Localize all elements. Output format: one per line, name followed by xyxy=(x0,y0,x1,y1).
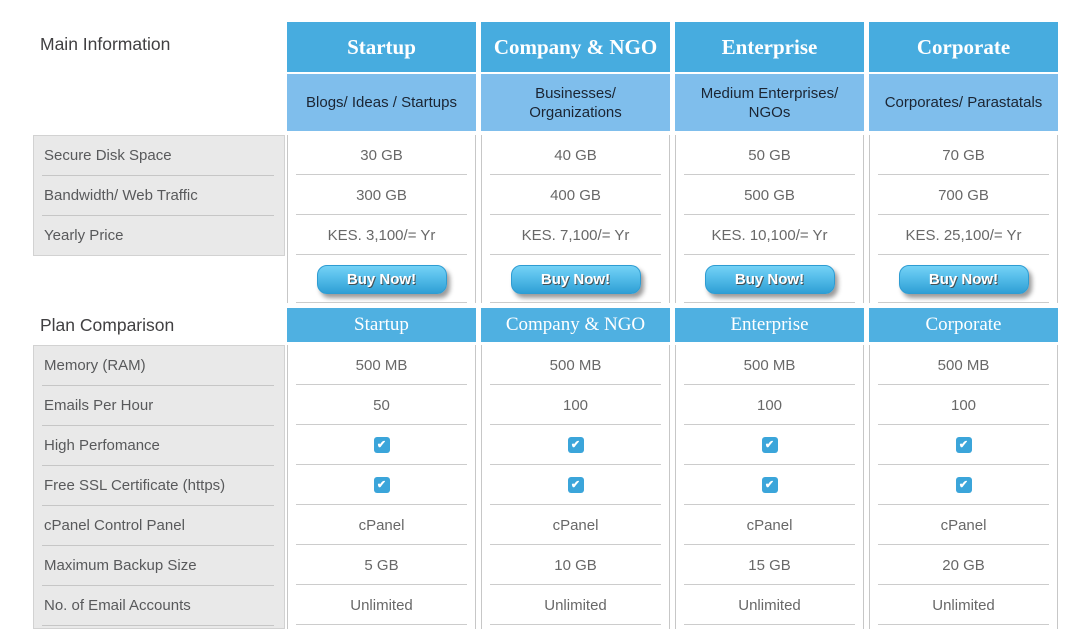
plan-header-company-ngo: Company & NGO xyxy=(481,22,670,72)
value-cell: 300 GB xyxy=(288,175,475,215)
plan-band-corporate: Corporate xyxy=(869,308,1058,342)
value-cell: 15 GB xyxy=(676,545,863,585)
value-cell: 10 GB xyxy=(482,545,669,585)
value-cell: 50 GB xyxy=(676,135,863,175)
row-label-email-accounts: No. of Email Accounts xyxy=(34,586,284,626)
value-cell: 500 MB xyxy=(482,345,669,385)
value-cell: 50 xyxy=(288,385,475,425)
value-cell xyxy=(676,465,863,505)
value-cell: 500 MB xyxy=(870,345,1057,385)
plan-comparison-values-company-ngo: 500 MB 100 cPanel 10 GB Unlimited xyxy=(481,345,670,629)
check-icon[interactable] xyxy=(373,437,390,453)
value-cell: 20 GB xyxy=(870,545,1057,585)
value-cell: 500 MB xyxy=(676,345,863,385)
value-cell: 400 GB xyxy=(482,175,669,215)
plan-band-startup: Startup xyxy=(287,308,476,342)
value-cell: Unlimited xyxy=(870,585,1057,625)
value-cell: 700 GB xyxy=(870,175,1057,215)
value-cell xyxy=(482,465,669,505)
buy-row: Buy Now! xyxy=(676,255,863,303)
value-cell: KES. 25,100/= Yr xyxy=(870,215,1057,255)
check-icon[interactable] xyxy=(761,437,778,453)
check-icon[interactable] xyxy=(567,477,584,493)
value-cell: KES. 3,100/= Yr xyxy=(288,215,475,255)
plan-audience-startup: Blogs/ Ideas / Startups xyxy=(287,74,476,131)
value-cell: 500 MB xyxy=(288,345,475,385)
buy-row: Buy Now! xyxy=(482,255,669,303)
value-cell: 70 GB xyxy=(870,135,1057,175)
value-cell: 5 GB xyxy=(288,545,475,585)
value-cell: 100 xyxy=(482,385,669,425)
check-icon[interactable] xyxy=(761,477,778,493)
value-cell: Unlimited xyxy=(482,585,669,625)
value-cell: cPanel xyxy=(288,505,475,545)
row-label-yearly-price: Yearly Price xyxy=(44,227,124,244)
plan-main-values-startup: 30 GB 300 GB KES. 3,100/= Yr Buy Now! xyxy=(287,135,476,303)
check-icon[interactable] xyxy=(955,437,972,453)
value-cell xyxy=(870,465,1057,505)
value-cell: 40 GB xyxy=(482,135,669,175)
plan-audience-corporate: Corporates/ Parastatals xyxy=(869,74,1058,131)
row-label-secure-disk-space: Secure Disk Space xyxy=(34,136,284,176)
buy-row: Buy Now! xyxy=(870,255,1057,303)
check-icon[interactable] xyxy=(567,437,584,453)
value-cell: KES. 10,100/= Yr xyxy=(676,215,863,255)
plan-header-corporate: Corporate xyxy=(869,22,1058,72)
row-label-cpanel: cPanel Control Panel xyxy=(34,506,284,546)
row-label-high-performance: High Perfomance xyxy=(34,426,284,466)
row-label-max-backup: Maximum Backup Size xyxy=(34,546,284,586)
value-cell: 500 GB xyxy=(676,175,863,215)
buy-row: Buy Now! xyxy=(288,255,475,303)
plan-comparison-labels: Memory (RAM) Emails Per Hour High Perfom… xyxy=(33,345,285,629)
value-cell xyxy=(288,465,475,505)
check-icon[interactable] xyxy=(373,477,390,493)
plan-main-values-company-ngo: 40 GB 400 GB KES. 7,100/= Yr Buy Now! xyxy=(481,135,670,303)
plan-band-enterprise: Enterprise xyxy=(675,308,864,342)
value-cell: Unlimited xyxy=(676,585,863,625)
value-cell xyxy=(482,425,669,465)
value-cell: KES. 7,100/= Yr xyxy=(482,215,669,255)
row-label-memory: Memory (RAM) xyxy=(34,346,284,386)
plan-comparison-values-startup: 500 MB 50 cPanel 5 GB Unlimited xyxy=(287,345,476,629)
main-information-labels: Secure Disk Space Bandwidth/ Web Traffic… xyxy=(33,135,285,256)
value-cell xyxy=(676,425,863,465)
plan-main-values-enterprise: 50 GB 500 GB KES. 10,100/= Yr Buy Now! xyxy=(675,135,864,303)
row-label-bandwidth: Bandwidth/ Web Traffic xyxy=(34,176,284,216)
value-cell: Unlimited xyxy=(288,585,475,625)
check-icon[interactable] xyxy=(955,477,972,493)
buy-now-button-startup[interactable]: Buy Now! xyxy=(316,264,447,294)
plan-audience-enterprise: Medium Enterprises/ NGOs xyxy=(675,74,864,131)
value-cell: 30 GB xyxy=(288,135,475,175)
value-cell: cPanel xyxy=(870,505,1057,545)
value-cell: 100 xyxy=(676,385,863,425)
row-label-emails-per-hour: Emails Per Hour xyxy=(34,386,284,426)
plan-main-values-corporate: 70 GB 700 GB KES. 25,100/= Yr Buy Now! xyxy=(869,135,1058,303)
plan-header-startup: Startup xyxy=(287,22,476,72)
value-cell xyxy=(870,425,1057,465)
value-cell: cPanel xyxy=(676,505,863,545)
plan-header-enterprise: Enterprise xyxy=(675,22,864,72)
plan-audience-company-ngo: Businesses/ Organizations xyxy=(481,74,670,131)
value-cell: 100 xyxy=(870,385,1057,425)
plan-comparison-values-corporate: 500 MB 100 cPanel 20 GB Unlimited xyxy=(869,345,1058,629)
buy-now-button-corporate[interactable]: Buy Now! xyxy=(898,264,1029,294)
row-label-free-ssl: Free SSL Certificate (https) xyxy=(34,466,284,506)
buy-now-button-company-ngo[interactable]: Buy Now! xyxy=(510,264,641,294)
value-cell xyxy=(288,425,475,465)
plan-comparison-values-enterprise: 500 MB 100 cPanel 15 GB Unlimited xyxy=(675,345,864,629)
plan-comparison-title: Plan Comparison xyxy=(40,315,175,335)
buy-now-button-enterprise[interactable]: Buy Now! xyxy=(704,264,835,294)
value-cell: cPanel xyxy=(482,505,669,545)
plan-band-company-ngo: Company & NGO xyxy=(481,308,670,342)
main-information-title: Main Information xyxy=(40,34,171,54)
